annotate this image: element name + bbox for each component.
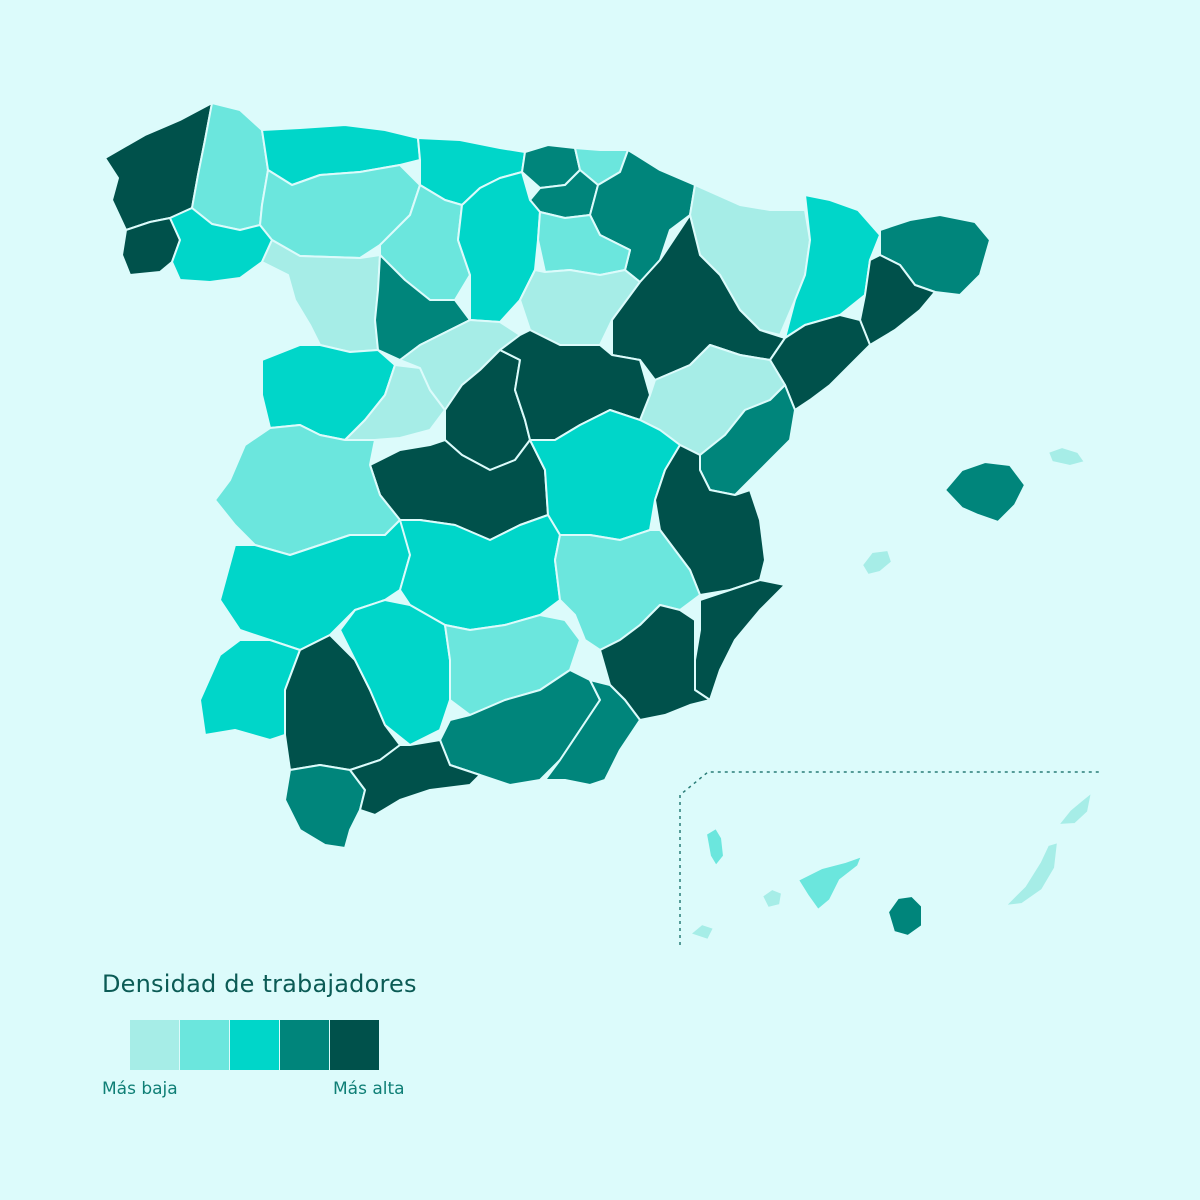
legend-title: Densidad de trabajadores <box>102 970 417 998</box>
region-cadiz[interactable] <box>284 764 366 849</box>
provinces-layer <box>104 102 1093 941</box>
region-almeria[interactable] <box>544 679 641 786</box>
legend-swatch-3 <box>230 1020 280 1070</box>
region-menorca[interactable] <box>1047 446 1086 467</box>
region-tenerife[interactable] <box>797 855 863 911</box>
region-la-palma[interactable] <box>705 827 725 867</box>
legend-high-label: Más alta <box>333 1079 405 1099</box>
legend-low-label: Más baja <box>102 1079 178 1099</box>
canary-inset-frame <box>679 771 1100 945</box>
legend-swatch-5 <box>330 1020 380 1070</box>
region-mallorca[interactable] <box>944 461 1026 523</box>
region-soria[interactable] <box>519 269 641 346</box>
region-malaga[interactable] <box>349 739 481 816</box>
region-cordoba[interactable] <box>339 599 451 746</box>
legend-swatch-1 <box>130 1020 180 1070</box>
region-burgos[interactable] <box>457 171 541 323</box>
region-fuerteventura[interactable] <box>1004 841 1059 907</box>
region-zamora[interactable] <box>261 239 381 353</box>
region-el-hierro[interactable] <box>689 923 715 941</box>
region-gran-canaria[interactable] <box>887 895 923 937</box>
region-lanzarote[interactable] <box>1057 791 1093 826</box>
legend-swatch-2 <box>180 1020 230 1070</box>
region-la-gomera[interactable] <box>761 888 783 909</box>
legend-swatch-4 <box>280 1020 330 1070</box>
region-ibiza[interactable] <box>861 549 893 576</box>
region-barcelona[interactable] <box>859 254 936 346</box>
legend-scale <box>130 1020 380 1070</box>
region-alicante[interactable] <box>694 579 786 701</box>
